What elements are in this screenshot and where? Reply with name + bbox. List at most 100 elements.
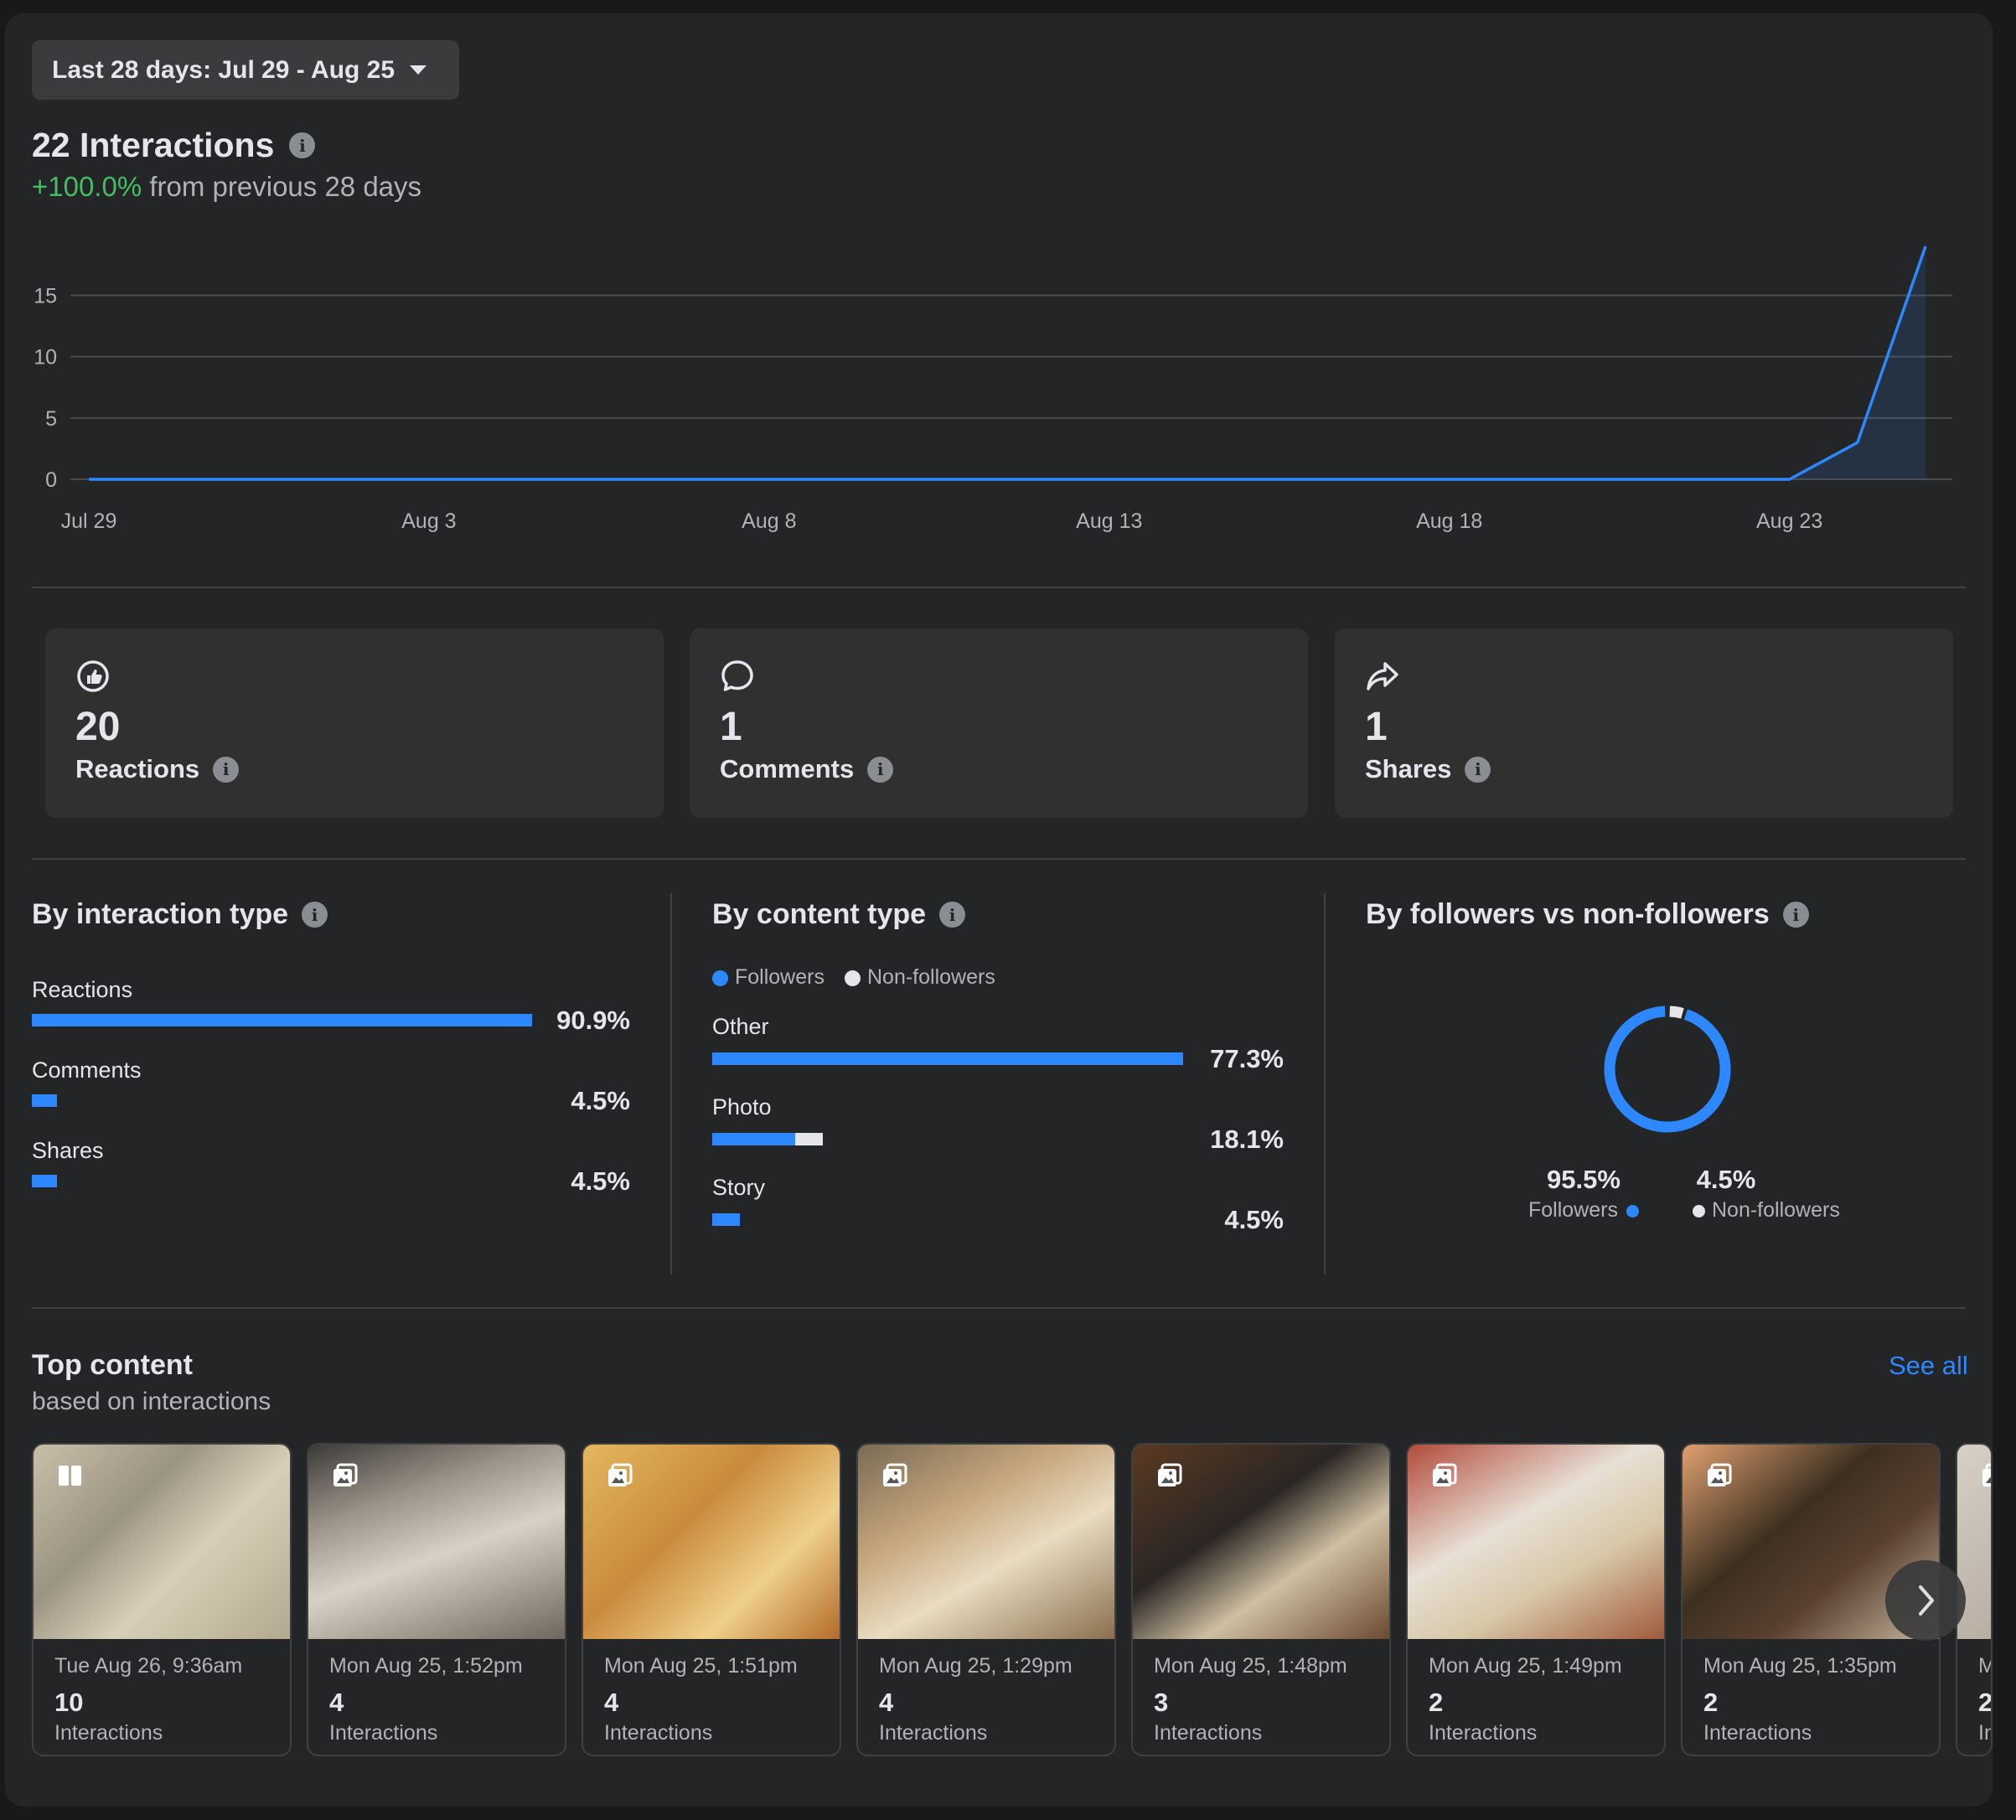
followers-dot-icon (1626, 1204, 1639, 1218)
info-icon[interactable]: i (302, 902, 328, 928)
x-tick-label: Aug 8 (742, 509, 796, 533)
carousel-next-button[interactable] (1885, 1560, 1966, 1641)
series-line (89, 246, 1927, 481)
nonfollowers-legend: Non-followers (1693, 1198, 1860, 1223)
content-count: 3 (1154, 1688, 1169, 1717)
top-content-title: Top content (32, 1349, 193, 1381)
followers-donut-chart (1604, 1006, 1731, 1133)
by-followers-title: By followers vs non-followers i (1366, 898, 1809, 931)
chevron-right-icon (1919, 1585, 1934, 1616)
interaction-row-pct: 4.5% (571, 1166, 630, 1196)
legend-followers: Followers (712, 965, 824, 990)
interactions-total: 22 Interactions i (32, 126, 316, 165)
divider (32, 858, 1966, 860)
content-row-label: Story (712, 1175, 766, 1200)
content-bar-nonfollowers (794, 1133, 823, 1145)
content-date: Mon Aug 25, 1:29pm (879, 1654, 1073, 1678)
interaction-bar (32, 1175, 532, 1187)
content-count: 2 (1429, 1688, 1444, 1717)
legend-nonfollowers-label: Non-followers (866, 965, 995, 989)
top-content-item[interactable]: Tue Aug 26, 9:36am 10 Interactions (32, 1443, 292, 1756)
y-tick-label: 15 (34, 285, 57, 308)
content-count: 4 (604, 1688, 619, 1717)
see-all-link[interactable]: See all (1889, 1351, 1968, 1380)
interaction-row-label: Reactions (32, 977, 133, 1002)
comments-label: Comments (720, 754, 855, 783)
divider (32, 587, 1966, 588)
content-row-label: Photo (712, 1094, 772, 1119)
info-icon[interactable]: i (939, 902, 966, 928)
shares-card[interactable]: 1 Shares i (1335, 628, 1953, 818)
content-unit: Interactions (54, 1721, 163, 1745)
photos-icon (1982, 1463, 1991, 1487)
nonfollowers-dot-icon (1693, 1204, 1705, 1218)
top-content-item[interactable]: Mon Aug 25, 1:48pm 3 Interactions (1131, 1443, 1391, 1756)
nonfollowers-pct: 4.5% (1696, 1165, 1756, 1194)
by-interaction-title: By interaction type i (32, 898, 328, 931)
top-content-item[interactable]: Mon Aug 25, 1:52pm 4 Interactions (307, 1443, 566, 1756)
followers-legend: Followers (1500, 1198, 1667, 1223)
photos-icon (883, 1463, 907, 1487)
donut-followers-slice[interactable] (1604, 1006, 1731, 1133)
content-unit: Interactions (879, 1721, 988, 1745)
photos-icon (1433, 1463, 1457, 1487)
interactions-title: 22 Interactions (32, 126, 275, 164)
content-unit: Interactions (604, 1721, 713, 1745)
content-bar (712, 1213, 1183, 1226)
photos-icon (1708, 1463, 1732, 1487)
interaction-bar-fill (32, 1175, 57, 1187)
y-tick-label: 10 (34, 346, 57, 370)
content-date: Mon Aug 25, 1:51pm (604, 1654, 798, 1678)
content-bar-followers (712, 1133, 795, 1145)
donut-nonfollowers-slice[interactable] (1669, 1006, 1684, 1019)
content-bar (712, 1133, 1183, 1145)
photos-icon (1158, 1463, 1182, 1487)
info-icon[interactable]: i (867, 756, 894, 783)
shares-label: Shares (1365, 754, 1452, 783)
top-content-item[interactable]: Mon Aug 25, 1:51pm 4 Interactions (582, 1443, 841, 1756)
interaction-row-pct: 4.5% (571, 1086, 630, 1115)
content-legend: Followers Non-followers (712, 965, 995, 990)
interaction-bar-fill (32, 1094, 57, 1107)
content-bar (712, 1052, 1183, 1065)
delta-value: +100.0% (32, 171, 142, 202)
content-date: Mon Aug 25, 1:35pm (1703, 1654, 1897, 1678)
content-date: M (1978, 1654, 1991, 1678)
reactions-label: Reactions (75, 754, 200, 783)
content-row-pct: 18.1% (1210, 1125, 1284, 1154)
shares-value: 1 (1365, 705, 1388, 749)
info-icon[interactable]: i (213, 756, 240, 783)
content-row-label: Other (712, 1014, 769, 1039)
content-unit: Interactions (1703, 1721, 1812, 1745)
y-tick-label: 5 (45, 407, 57, 431)
divider (32, 1307, 1966, 1309)
info-icon[interactable]: i (1465, 756, 1491, 783)
by-content-title-text: By content type (712, 898, 927, 930)
followers-label: Followers (1528, 1198, 1618, 1222)
content-count: 4 (329, 1688, 344, 1717)
info-icon[interactable]: i (289, 132, 316, 158)
content-unit: In (1978, 1721, 1991, 1745)
comments-card[interactable]: 1 Comments i (690, 628, 1308, 818)
by-content-title: By content type i (712, 898, 966, 931)
interaction-row-pct: 90.9% (556, 1006, 630, 1035)
interactions-delta: +100.0% from previous 28 days (32, 171, 421, 203)
content-row-pct: 4.5% (1224, 1205, 1284, 1234)
date-range-dropdown[interactable]: Last 28 days: Jul 29 - Aug 25 (32, 40, 459, 100)
x-tick-label: Aug 13 (1076, 509, 1142, 533)
date-range-label: Last 28 days: Jul 29 - Aug 25 (52, 55, 395, 84)
top-content-item[interactable]: Mon Aug 25, 1:29pm 4 Interactions (856, 1443, 1116, 1756)
content-date: Mon Aug 25, 1:52pm (329, 1654, 523, 1678)
interaction-bar-fill (32, 1014, 532, 1026)
by-interaction-title-text: By interaction type (32, 898, 289, 930)
content-count: 4 (879, 1688, 894, 1717)
top-content-item[interactable]: Mon Aug 25, 1:49pm 2 Interactions (1406, 1443, 1666, 1756)
x-tick-label: Aug 3 (401, 509, 456, 533)
reactions-card[interactable]: 20 Reactions i (45, 628, 664, 818)
followers-dot-icon (712, 969, 728, 986)
content-date: Mon Aug 25, 1:48pm (1154, 1654, 1347, 1678)
content-unit: Interactions (329, 1721, 438, 1745)
info-icon[interactable]: i (1782, 902, 1809, 928)
comment-icon (721, 660, 753, 691)
